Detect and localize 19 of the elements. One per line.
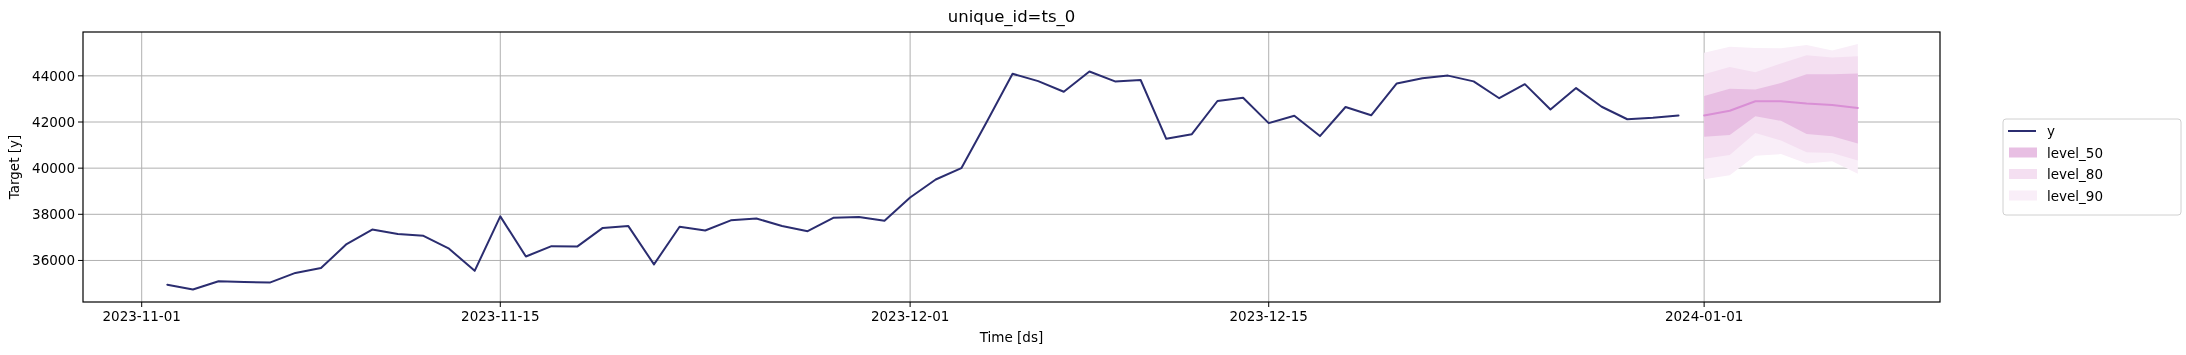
x-tick-label: 2023-12-01	[870, 308, 950, 324]
y-tick-label: 42000	[32, 114, 75, 130]
y-tick-label: 44000	[32, 67, 75, 84]
x-tick-label: 2023-12-15	[1229, 308, 1308, 324]
y-axis-title: Target [y]	[6, 134, 22, 201]
line-series	[1703, 100, 1859, 117]
x-tick-label: 2023-11-15	[461, 308, 540, 324]
x-tick-label: 2024-01-01	[1664, 308, 1744, 324]
x-axis-title: Time [ds]	[978, 329, 1044, 345]
legend-label: level_90	[2047, 187, 2104, 204]
line-series	[166, 70, 1680, 291]
x-tick-label: 2023-11-01	[102, 308, 181, 324]
legend-label: y	[2047, 123, 2055, 139]
chart-title: unique_id=ts_0	[947, 7, 1076, 27]
y-tick-label: 38000	[32, 206, 75, 223]
y-tick-label: 40000	[32, 160, 75, 177]
legend-label: level_50	[2047, 144, 2104, 161]
y-tick-label: 36000	[32, 252, 75, 269]
legend-label: level_80	[2047, 166, 2104, 182]
